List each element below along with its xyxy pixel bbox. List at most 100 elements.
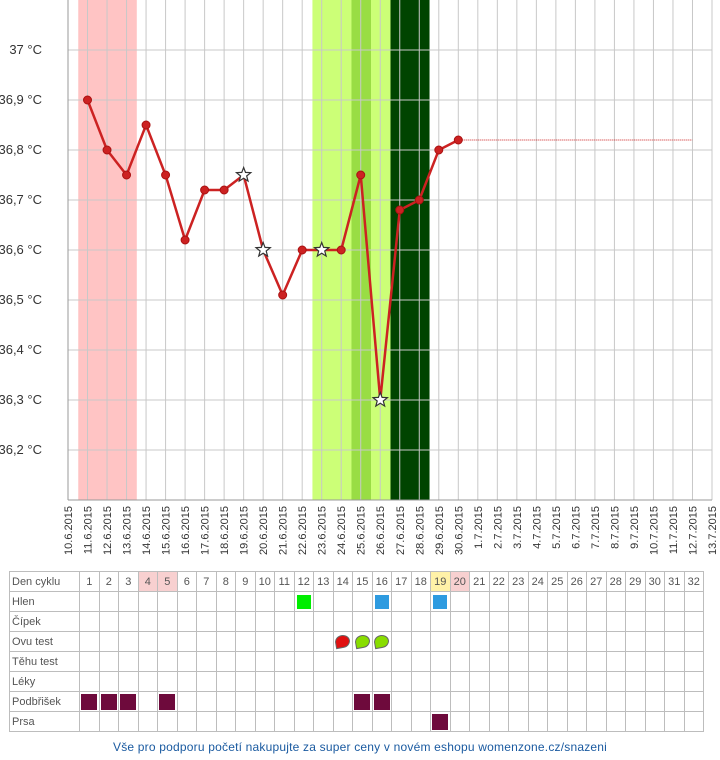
day-number-cell: 27 (586, 571, 607, 592)
table-cell (391, 691, 412, 712)
purple-marker (100, 693, 117, 710)
table-cell (235, 651, 256, 672)
table-cell (176, 631, 197, 652)
table-cell (683, 671, 704, 692)
table-cell (547, 651, 568, 672)
x-tick-label: 30.6.2015 (453, 506, 465, 555)
temperature-chart: 36,2 °C 36,3 °C 36,4 °C 36,5 °C 36,6 °C 36,7 … (0, 0, 719, 555)
table-cell (644, 711, 665, 732)
table-cell (293, 711, 314, 732)
table-cell (235, 591, 256, 612)
data-point-star (234, 165, 253, 183)
table-cell (664, 711, 685, 732)
row-label: Léky (9, 671, 80, 692)
table-cell (176, 591, 197, 612)
table-cell (118, 651, 139, 672)
table-cell (332, 651, 353, 672)
x-tick-label: 26.6.2015 (375, 506, 387, 555)
table-cell (274, 691, 295, 712)
ovu-test-negative-icon (373, 633, 391, 650)
day-number-cell: 23 (508, 571, 529, 592)
day-number-cell: 12 (293, 571, 314, 592)
table-cell (605, 691, 626, 712)
table-cell (488, 691, 509, 712)
table-cell (664, 591, 685, 612)
data-point-star (254, 240, 272, 258)
table-cell (469, 591, 490, 612)
table-cell (547, 691, 568, 712)
table-cell (430, 711, 451, 732)
table-cell (157, 611, 178, 632)
y-tick-label: 37 °C (9, 42, 42, 57)
day-number-cell: 9 (235, 571, 256, 592)
table-cell (98, 691, 119, 712)
day-number-cell: 18 (410, 571, 431, 592)
row-label: Podbřišek (9, 691, 80, 712)
x-tick-label: 9.7.2015 (629, 506, 641, 549)
cycle-table: Den cyklu 1 2 3 4 5 6 7 8 9 10 11 12 13 14 15 16 17 18 19 20… (9, 571, 704, 732)
table-cell (527, 711, 548, 732)
day-number-cell: 8 (215, 571, 236, 592)
data-point (278, 290, 288, 300)
x-tick-label: 11.6.2015 (83, 506, 95, 554)
table-cell (391, 611, 412, 632)
table-cell (313, 591, 334, 612)
table-cell (391, 671, 412, 692)
table-cell (332, 631, 353, 652)
table-cell (313, 711, 334, 732)
table-cell (430, 591, 451, 612)
data-point (395, 205, 405, 215)
data-point (219, 185, 229, 195)
table-cell (274, 671, 295, 692)
x-tick-label: 10.7.2015 (648, 506, 660, 555)
day-number-cell: 21 (469, 571, 490, 592)
table-cell (293, 671, 314, 692)
footer-link[interactable]: Vše pro podporu početí nakupujte za supe… (112, 740, 608, 754)
table-cell (410, 691, 431, 712)
table-cell (79, 591, 100, 612)
table-cell (176, 711, 197, 732)
day-number-cell: 7 (196, 571, 217, 592)
day-number-cell: 13 (313, 571, 334, 592)
table-cell (547, 611, 568, 632)
table-cell (566, 611, 587, 632)
table-cell (625, 671, 646, 692)
y-tick-label: 36,9 °C (0, 92, 42, 107)
day-number-cell: 15 (352, 571, 373, 592)
table-cell (215, 651, 236, 672)
table-cell (508, 631, 529, 652)
table-cell (157, 651, 178, 672)
table-cell (566, 691, 587, 712)
table-cell (274, 591, 295, 612)
table-cell (644, 691, 665, 712)
table-cell (254, 591, 275, 612)
x-tick-label: 2.7.2015 (492, 506, 504, 549)
table-row: Podbřišek (9, 691, 704, 712)
table-cell (254, 651, 275, 672)
table-cell (664, 691, 685, 712)
table-cell (508, 611, 529, 632)
table-cell (625, 631, 646, 652)
table-cell (254, 711, 275, 732)
table-cell (430, 691, 451, 712)
table-cell (586, 711, 607, 732)
table-cell (683, 631, 704, 652)
table-cell (683, 591, 704, 612)
table-cell (644, 631, 665, 652)
x-tick-label: 8.7.2015 (609, 506, 621, 549)
table-cell (508, 671, 529, 692)
table-cell (508, 711, 529, 732)
data-point (414, 195, 424, 205)
table-cell (98, 711, 119, 732)
table-cell (137, 651, 158, 672)
table-cell (176, 651, 197, 672)
data-point (141, 120, 151, 130)
table-cell (371, 671, 392, 692)
table-cell (196, 691, 217, 712)
table-cell (547, 671, 568, 692)
table-cell (293, 691, 314, 712)
table-cell (235, 691, 256, 712)
table-cell (508, 591, 529, 612)
table-cell (391, 651, 412, 672)
table-cell (664, 631, 685, 652)
